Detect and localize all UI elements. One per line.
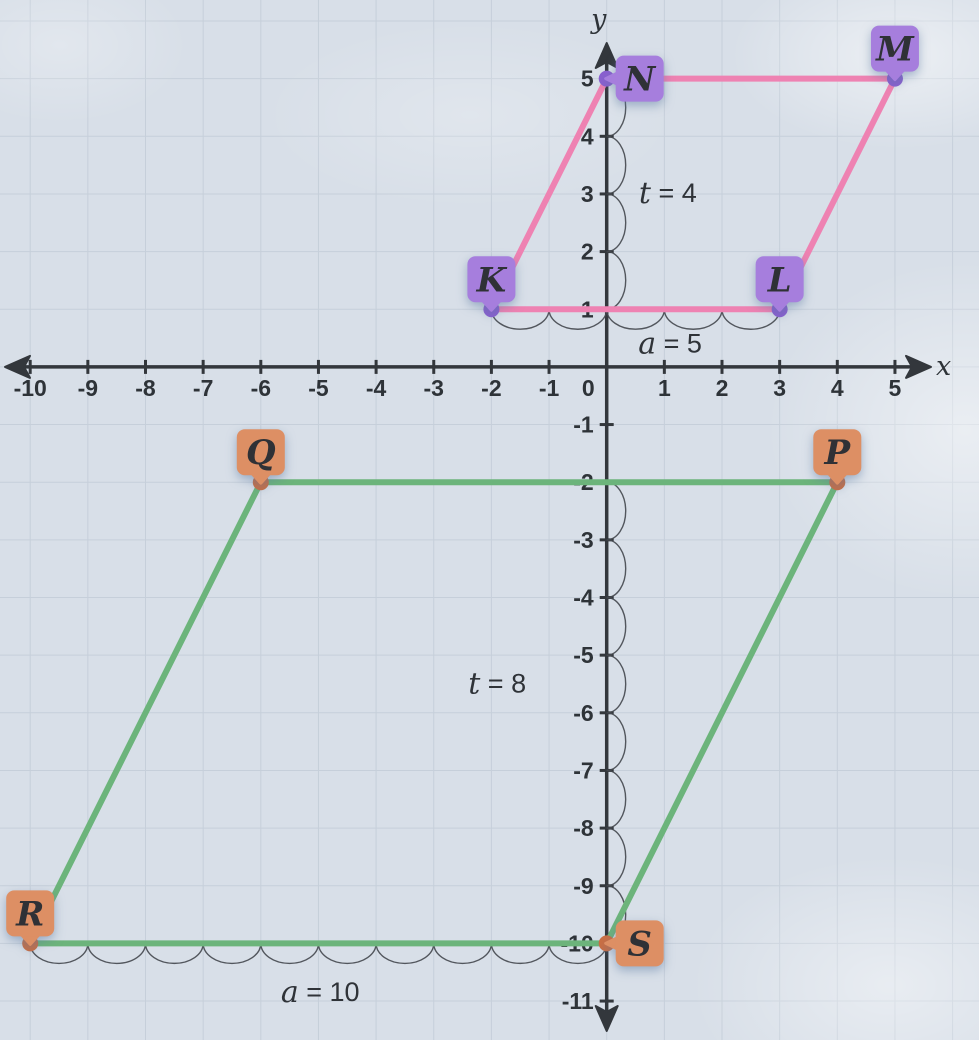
y-tick-label: 3	[581, 181, 594, 207]
measure-arc	[606, 769, 627, 829]
measure-arc	[606, 539, 627, 599]
x-tick-label: 4	[831, 375, 844, 401]
x-tick-label: 2	[716, 375, 729, 401]
chip-box	[813, 429, 862, 476]
measure-arc	[433, 943, 493, 965]
measure-arc	[202, 943, 262, 965]
measure-annotation: t = 4	[639, 175, 697, 210]
vertex-chip-S: S	[604, 920, 664, 967]
measure-arc	[606, 193, 627, 253]
y-axis-label: y	[590, 4, 607, 35]
measure-arc	[606, 654, 627, 714]
chip-letter: Q	[246, 433, 276, 473]
x-tick-label: 1	[658, 375, 671, 401]
chip-box	[615, 55, 664, 102]
measure-arc	[490, 309, 550, 330]
cloud-highlight	[0, 0, 190, 125]
y-tick-label: -9	[573, 873, 593, 899]
measure-arc	[548, 943, 608, 965]
vertex-chip-K: K	[467, 256, 516, 312]
x-axis-left-arrow-icon	[4, 354, 31, 379]
measure-arc	[87, 943, 147, 965]
x-axis-label: x	[936, 351, 951, 382]
measure-arc	[317, 943, 377, 965]
x-tick-label: -9	[78, 375, 98, 401]
y-tick-label: -7	[573, 757, 593, 783]
measure-annotation: t = 8	[468, 666, 526, 701]
measure-arc	[29, 943, 89, 965]
measure-arc	[606, 596, 627, 656]
measure-arc	[375, 943, 435, 965]
measure-arc	[606, 827, 627, 887]
x-tick-label: -4	[366, 375, 387, 401]
measure-arcs	[29, 77, 781, 965]
chip-letter: P	[824, 433, 852, 473]
vertex-chip-N: N	[604, 55, 664, 102]
y-axis-top-arrow-icon	[594, 42, 619, 69]
measure-arc	[548, 309, 608, 330]
measure-arc	[663, 309, 723, 330]
y-tick-label: -4	[573, 585, 594, 611]
vertex-chip-Q: Q	[236, 429, 285, 485]
chip-letter: L	[767, 260, 792, 300]
chip-letter: R	[15, 894, 44, 934]
measure-arc	[606, 712, 627, 772]
x-tick-label: -6	[251, 375, 271, 401]
x-tick-label: 5	[889, 375, 902, 401]
y-tick-label: -3	[573, 527, 593, 553]
measure-arc	[721, 309, 781, 330]
chip-letter: K	[476, 260, 508, 300]
vertex-chip-R: R	[6, 890, 55, 946]
measure-arc	[606, 135, 627, 195]
x-tick-label: 3	[773, 375, 786, 401]
y-tick-label: -11	[562, 988, 594, 1014]
measure-annotation: a = 10	[281, 974, 360, 1009]
x-tick-label: -5	[308, 375, 329, 401]
vertex-chip-L: L	[755, 256, 804, 312]
chip-box	[870, 25, 919, 72]
y-tick-label: 2	[581, 239, 594, 265]
measure-annotation: a = 5	[638, 326, 702, 361]
cloud-highlight	[260, 20, 680, 210]
measure-arc	[144, 943, 204, 965]
chip-letter: S	[627, 924, 652, 964]
x-tick-label: -7	[193, 375, 213, 401]
measure-arc	[606, 309, 666, 330]
x-tick-label: -10	[14, 375, 47, 401]
chip-box	[467, 256, 516, 303]
y-axis-bottom-arrow-icon	[594, 1005, 619, 1032]
y-tick-label: -8	[573, 815, 594, 841]
chip-box	[755, 256, 804, 303]
chip-box	[6, 890, 55, 937]
y-tick-label: -1	[573, 412, 594, 438]
y-tick-label: -5	[573, 642, 594, 668]
measure-arc	[260, 943, 320, 965]
x-tick-label: -8	[135, 375, 156, 401]
x-tick-label: -2	[481, 375, 501, 401]
x-tick-label: -1	[539, 375, 560, 401]
measure-arc	[490, 943, 550, 965]
vertex-chip-M: M	[870, 25, 919, 82]
x-tick-label: 0	[582, 375, 595, 401]
chip-letter: M	[875, 30, 915, 70]
cloud-highlight	[690, 855, 979, 1040]
y-tick-label: -6	[573, 700, 593, 726]
vertex-chip-P: P	[813, 429, 862, 485]
y-tick-label: 5	[581, 66, 594, 92]
chip-letter: N	[623, 60, 657, 100]
chip-box	[615, 920, 664, 967]
x-tick-label: -3	[424, 375, 444, 401]
x-axis-right-arrow-icon	[905, 354, 932, 379]
chip-box	[236, 429, 285, 476]
axes	[24, 60, 914, 1014]
